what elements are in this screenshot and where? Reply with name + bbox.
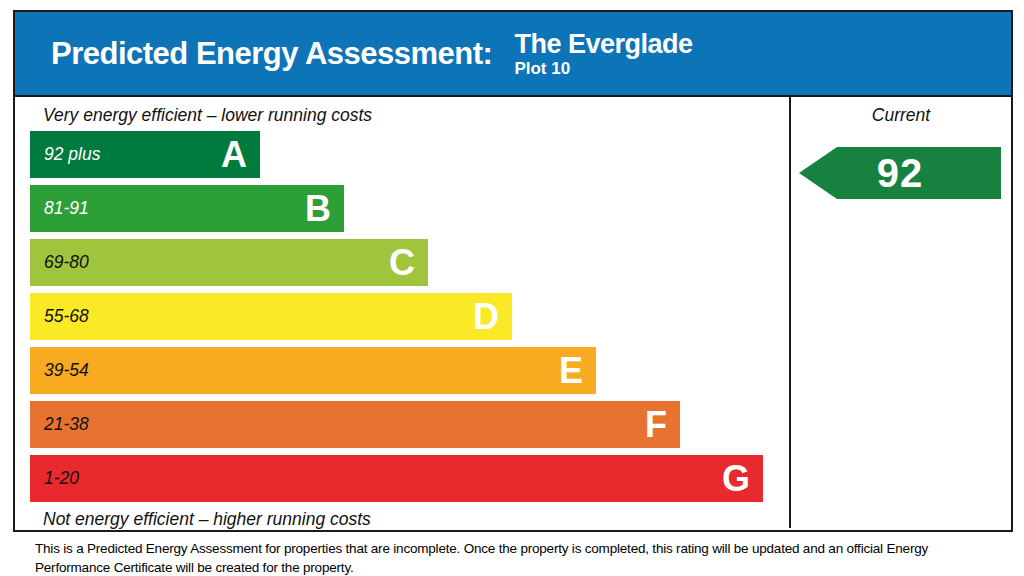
property-name: The Everglade [514, 29, 692, 59]
plot-number: Plot 10 [514, 59, 692, 79]
band-f-letter: F [645, 401, 680, 448]
band-e-letter: E [559, 347, 596, 394]
top-scale-caption: Very energy efficient – lower running co… [43, 105, 789, 126]
page-title: Predicted Energy Assessment: [51, 36, 492, 72]
current-rating-arrow: 92 [799, 147, 1001, 199]
band-a: 92 plus A [30, 131, 260, 178]
epc-band-chart: Very energy efficient – lower running co… [15, 97, 789, 528]
band-a-letter: A [221, 131, 260, 178]
disclaimer-text: This is a Predicted Energy Assessment fo… [35, 539, 983, 576]
current-column-header: Current [791, 105, 1011, 126]
band-g: 1-20 G [30, 455, 763, 502]
band-g-range: 1-20 [30, 468, 79, 489]
band-d: 55-68 D [30, 293, 512, 340]
band-d-range: 55-68 [30, 306, 89, 327]
certificate-body: Very energy efficient – lower running co… [15, 97, 1011, 528]
epc-bands: 92 plus A 81-91 B 69-80 C 55-68 D 39-54 [15, 131, 789, 502]
band-g-letter: G [722, 455, 763, 502]
energy-assessment-certificate: Predicted Energy Assessment: The Evergla… [13, 10, 1013, 532]
band-c-letter: C [389, 239, 428, 286]
certificate-header: Predicted Energy Assessment: The Evergla… [15, 12, 1011, 97]
bottom-scale-caption: Not energy efficient – higher running co… [43, 509, 789, 530]
band-f: 21-38 F [30, 401, 680, 448]
band-a-range: 92 plus [30, 144, 100, 165]
band-b-letter: B [305, 185, 344, 232]
property-block: The Everglade Plot 10 [514, 29, 692, 79]
band-e: 39-54 E [30, 347, 596, 394]
band-d-letter: D [473, 293, 512, 340]
band-f-range: 21-38 [30, 414, 89, 435]
band-b-range: 81-91 [30, 198, 89, 219]
current-rating-column: Current 92 [791, 97, 1011, 528]
band-e-range: 39-54 [30, 360, 89, 381]
band-c-range: 69-80 [30, 252, 89, 273]
band-c: 69-80 C [30, 239, 428, 286]
band-b: 81-91 B [30, 185, 344, 232]
current-rating-value: 92 [877, 151, 924, 196]
